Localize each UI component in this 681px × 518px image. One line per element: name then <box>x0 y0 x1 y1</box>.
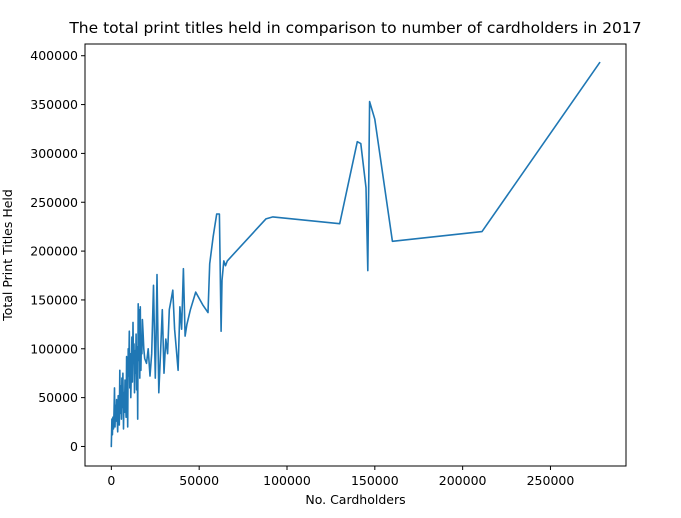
y-axis: 0 50000 100000 150000 200000 250000 300000 3500… <box>30 48 85 454</box>
plot-area <box>84 43 627 467</box>
y-tick-label: 100000 <box>30 341 78 356</box>
y-tick-label: 50000 <box>38 390 78 405</box>
x-axis: 0 50000 100000 150000 200000 250000 <box>107 466 574 488</box>
x-tick-label: 200000 <box>439 473 487 488</box>
x-tick-label: 0 <box>107 473 115 488</box>
chart-title: The total print titles held in compariso… <box>68 19 641 37</box>
y-axis-label: Total Print Titles Held <box>0 189 15 322</box>
y-tick-label: 300000 <box>30 146 78 161</box>
x-axis-label: No. Cardholders <box>305 492 405 507</box>
y-tick-label: 0 <box>70 439 78 454</box>
x-tick-label: 250000 <box>527 473 575 488</box>
y-tick-label: 150000 <box>30 292 78 307</box>
series-line <box>110 61 601 448</box>
y-tick-label: 200000 <box>30 244 78 259</box>
x-tick-label: 100000 <box>263 473 311 488</box>
y-tick-label: 400000 <box>30 48 78 63</box>
y-tick-label: 350000 <box>30 97 78 112</box>
y-tick-label: 250000 <box>30 195 78 210</box>
x-tick-label: 150000 <box>351 473 399 488</box>
x-tick-label: 50000 <box>179 473 219 488</box>
